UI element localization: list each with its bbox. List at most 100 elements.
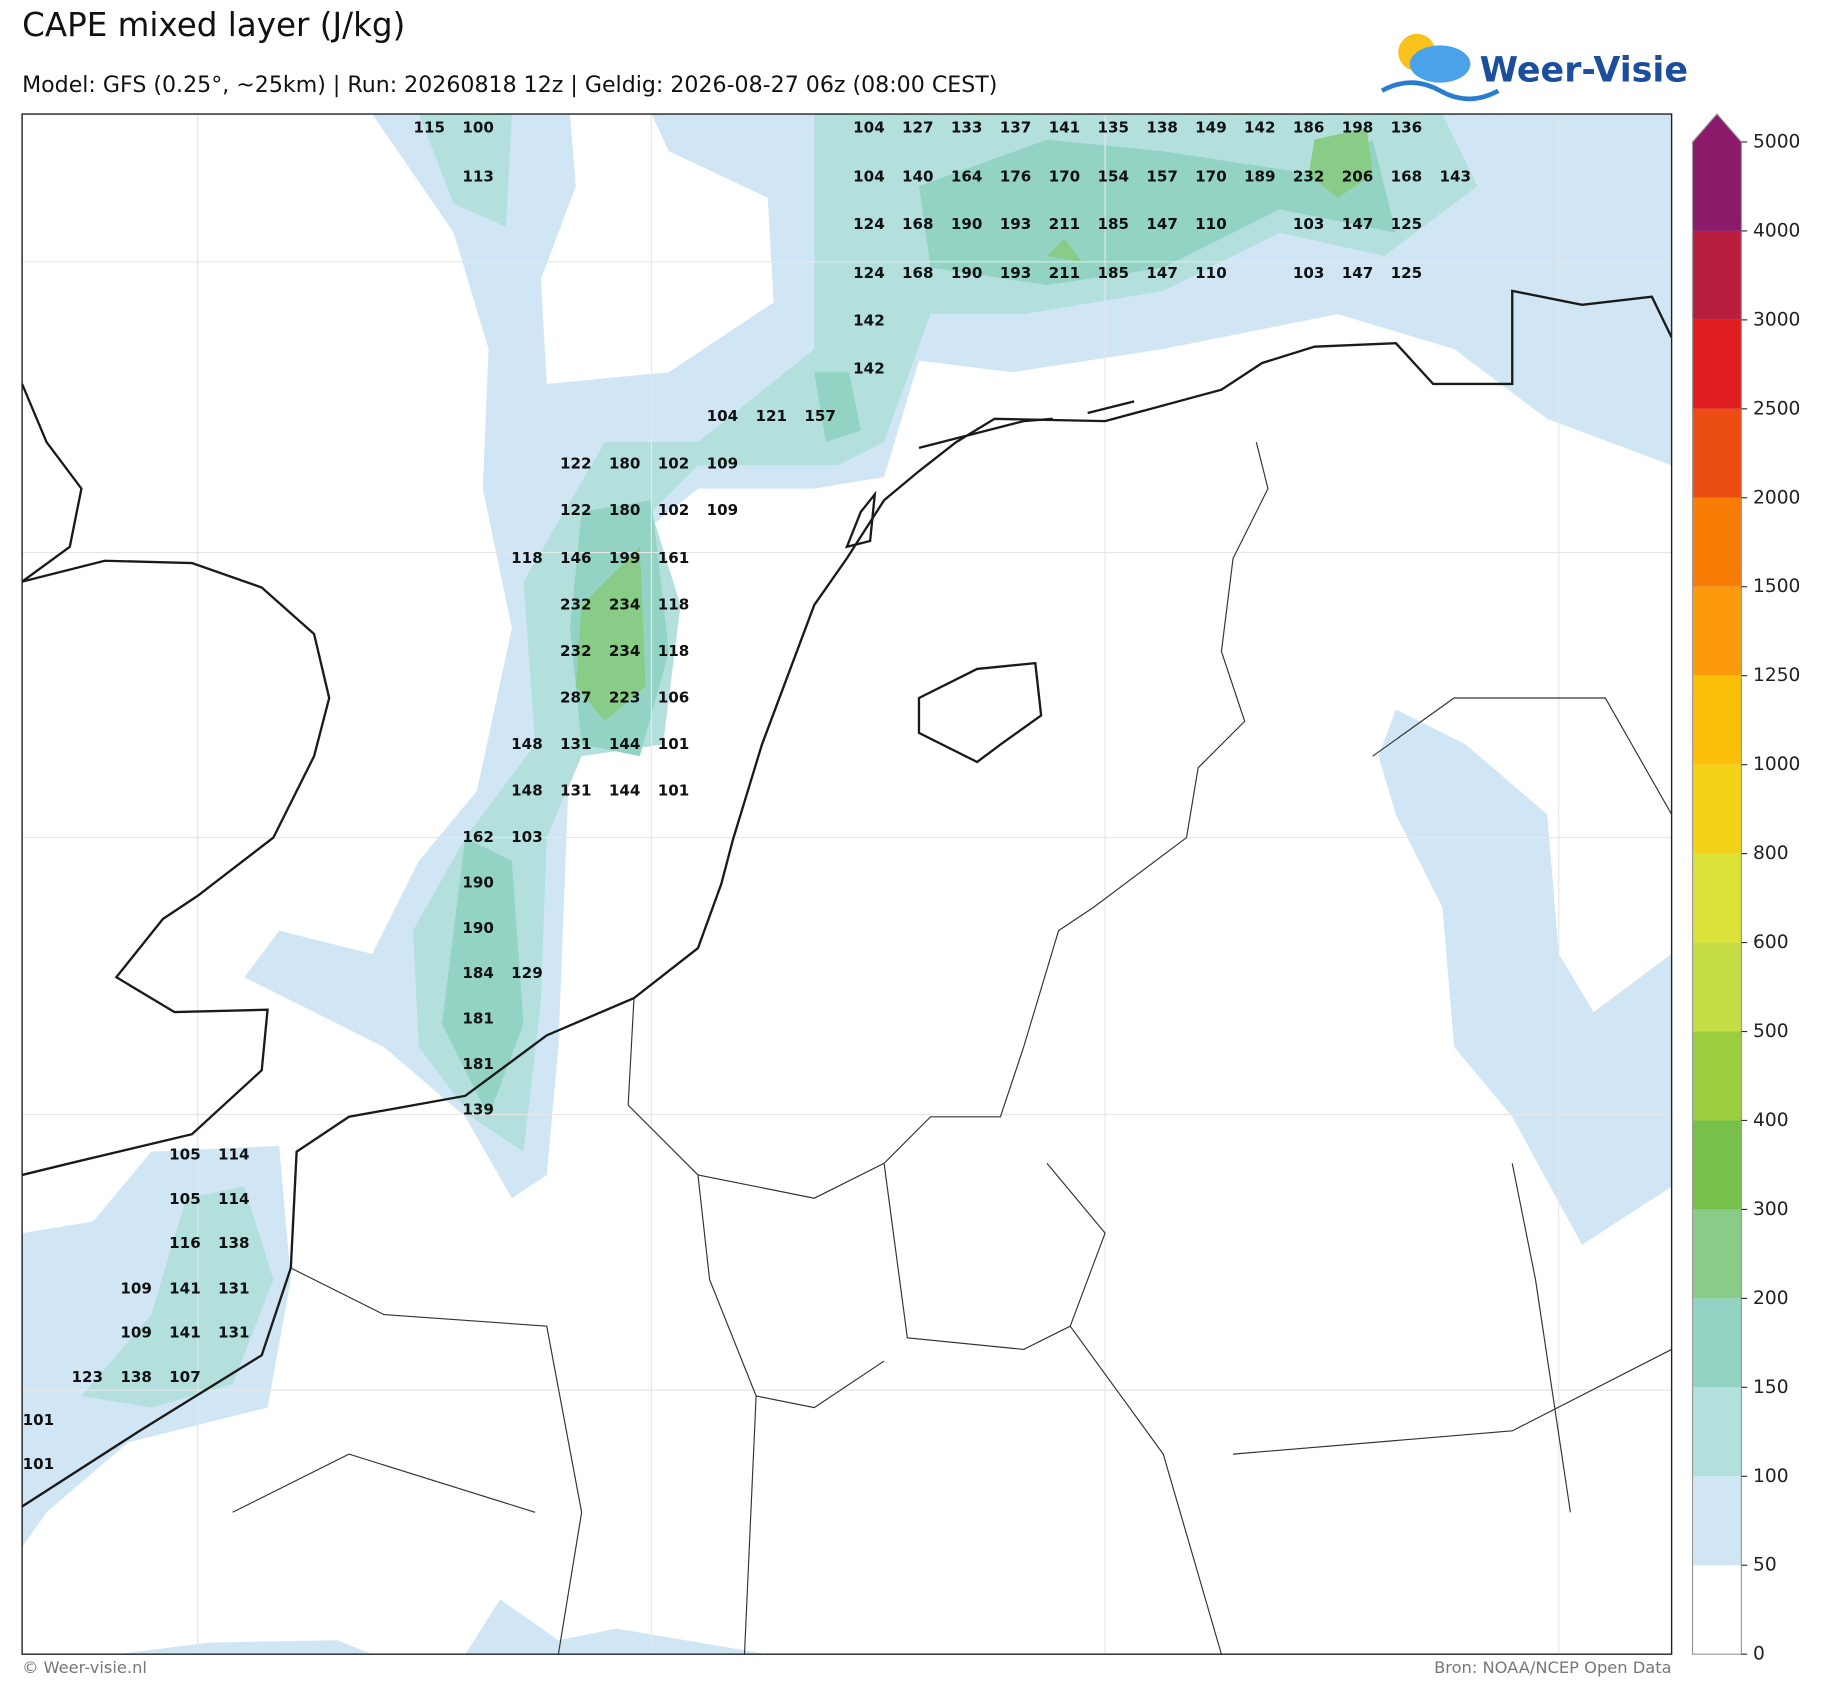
map-value-label: 138 xyxy=(1146,119,1178,137)
logo-cloud xyxy=(1409,45,1471,83)
map-value-label: 148 xyxy=(511,735,543,753)
shade-100 xyxy=(418,114,512,227)
map-value-label: 114 xyxy=(218,1146,250,1164)
map-value-label: 122 xyxy=(560,501,592,519)
map-value-label: 168 xyxy=(902,264,934,282)
color-segment xyxy=(1692,853,1742,943)
map-value-label: 118 xyxy=(658,642,690,660)
map-value-label: 147 xyxy=(1146,264,1178,282)
colorbar-tick-label: 5000 xyxy=(1753,131,1800,152)
colorbar-tick-label: 1000 xyxy=(1753,754,1800,775)
colorbar-tick-label: 1250 xyxy=(1753,665,1800,686)
map-value-label: 122 xyxy=(560,455,592,473)
logo: Weer-Visie xyxy=(1380,33,1688,102)
shade-50 xyxy=(1378,709,1672,1245)
color-segment xyxy=(1692,1120,1742,1210)
map-value-label: 138 xyxy=(218,1234,250,1252)
color-segment xyxy=(1692,319,1742,409)
map-value-label: 109 xyxy=(120,1279,152,1297)
map-value-label: 147 xyxy=(1342,215,1374,233)
map-value-label: 131 xyxy=(560,735,592,753)
map-labels: 115 100 104 127 133 137 141 135 138 149 142 186 198 1… xyxy=(23,119,1471,1474)
color-segment xyxy=(1692,942,1742,1032)
colorbar-tick-label: 800 xyxy=(1753,843,1789,864)
color-segment xyxy=(1692,1298,1742,1388)
map-value-label: 180 xyxy=(609,501,641,519)
map-value-label: 140 xyxy=(902,167,934,185)
map-value-label: 104 xyxy=(707,407,739,425)
colorbar-outline xyxy=(1691,113,1742,1655)
map-value-label: 181 xyxy=(462,1055,494,1073)
map-value-label: 144 xyxy=(609,782,641,800)
map-value-label: 184 xyxy=(462,964,494,982)
map-value-label: 185 xyxy=(1097,215,1129,233)
map-value-label: 141 xyxy=(169,1279,201,1297)
islands xyxy=(844,400,1135,549)
map-value-label: 211 xyxy=(1049,215,1081,233)
map-value-label: 106 xyxy=(658,689,690,707)
color-segment xyxy=(1692,230,1742,320)
map: 115 100 104 127 133 137 141 135 138 149 142 186 198 1… xyxy=(21,113,1673,1655)
map-value-label: 198 xyxy=(1342,119,1374,137)
map-value-label: 109 xyxy=(120,1324,152,1342)
map-value-label: 116 xyxy=(169,1234,201,1252)
map-value-label: 139 xyxy=(462,1100,494,1118)
color-segment xyxy=(1692,675,1742,765)
map-value-label: 109 xyxy=(707,455,739,473)
color-segment xyxy=(1692,141,1742,231)
map-value-label: 223 xyxy=(609,689,641,707)
border xyxy=(232,441,1672,1655)
map-value-label: 143 xyxy=(1439,167,1471,185)
map-value-label: 161 xyxy=(658,549,690,567)
map-value-label: 180 xyxy=(609,455,641,473)
coastline xyxy=(22,289,1672,1508)
map-value-label: 148 xyxy=(511,782,543,800)
map-value-label: 121 xyxy=(755,407,787,425)
colorbar-tick-label: 500 xyxy=(1753,1021,1789,1042)
colorbar-tick-label: 4000 xyxy=(1753,220,1800,241)
map-value-label: 107 xyxy=(169,1368,201,1386)
map-value-label: 110 xyxy=(1195,264,1227,282)
map-value-label: 199 xyxy=(609,549,641,567)
colorbar: 0 50 100 150 200 300 400 500 600 800 1000 1250 1500 2… xyxy=(1691,113,1800,1665)
map-value-label: 127 xyxy=(902,119,934,137)
map-value-label: 135 xyxy=(1097,119,1129,137)
map-value-label: 232 xyxy=(1293,167,1325,185)
colorbar-tick-label: 2500 xyxy=(1753,398,1800,419)
map-value-label: 170 xyxy=(1049,167,1081,185)
map-value-label: 142 xyxy=(853,359,885,377)
shade-50 xyxy=(116,1599,768,1655)
colorbar-tick-label: 0 xyxy=(1753,1644,1765,1665)
colorbar-tick-label: 1500 xyxy=(1753,576,1800,597)
map-value-label: 186 xyxy=(1293,119,1325,137)
map-value-label: 185 xyxy=(1097,264,1129,282)
color-segment xyxy=(1692,764,1742,854)
map-value-label: 206 xyxy=(1342,167,1374,185)
map-value-label: 113 xyxy=(462,167,494,185)
map-value-label: 103 xyxy=(511,828,543,846)
map-value-label: 131 xyxy=(218,1324,250,1342)
colorbar-tick-label: 200 xyxy=(1753,1288,1789,1309)
map-value-label: 232 xyxy=(560,595,592,613)
map-value-label: 102 xyxy=(658,455,690,473)
map-value-label: 164 xyxy=(951,167,983,185)
lake-coast xyxy=(917,661,1043,764)
colorbar-tick-label: 2000 xyxy=(1753,487,1800,508)
map-value-label: 101 xyxy=(658,735,690,753)
map-value-label: 190 xyxy=(462,919,494,937)
map-value-label: 110 xyxy=(1195,215,1227,233)
map-value-label: 232 xyxy=(560,642,592,660)
map-value-label: 181 xyxy=(462,1010,494,1028)
map-value-label: 125 xyxy=(1391,215,1423,233)
color-segment xyxy=(1692,1476,1742,1566)
map-value-label: 190 xyxy=(951,264,983,282)
map-value-label: 142 xyxy=(1244,119,1276,137)
colorbar-tick-label: 600 xyxy=(1753,932,1789,953)
map-value-label: 189 xyxy=(1244,167,1276,185)
colorbar-tick-label: 3000 xyxy=(1753,309,1800,330)
map-value-label: 147 xyxy=(1342,264,1374,282)
map-value-label: 168 xyxy=(902,215,934,233)
